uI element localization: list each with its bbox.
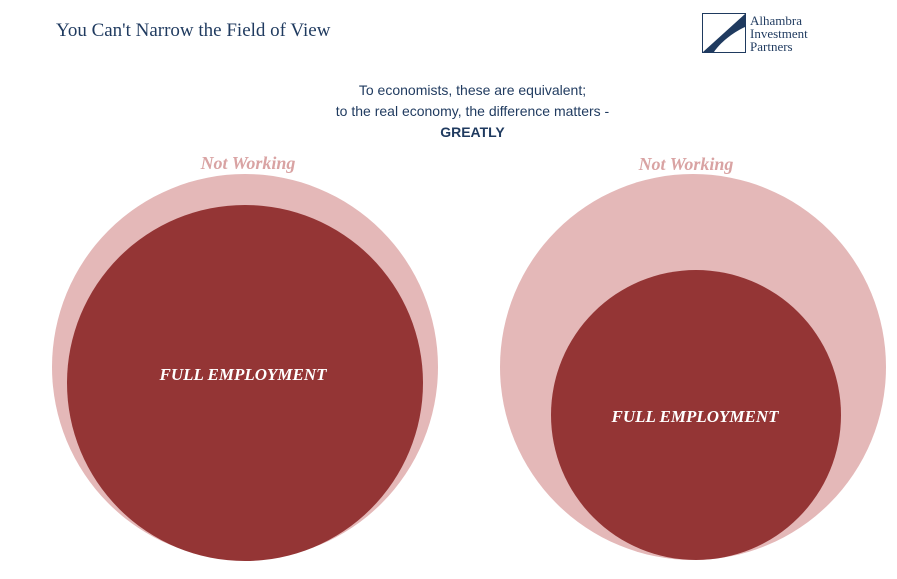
inner-label-left: FULL EMPLOYMENT [158, 365, 327, 384]
outer-label-right: Not Working [638, 154, 734, 174]
page-title: You Can't Narrow the Field of View [56, 20, 331, 41]
subtitle: To economists, these are equivalent; to … [0, 80, 897, 143]
logo-text: Alhambra Investment Partners [750, 14, 808, 53]
inner-label-right: FULL EMPLOYMENT [610, 407, 779, 426]
inner-circle-right [551, 270, 841, 560]
subtitle-line-1: To economists, these are equivalent; [358, 82, 587, 98]
outer-label-left: Not Working [200, 153, 296, 173]
logo-line-1: Alhambra [750, 13, 802, 28]
subtitle-emphasis: GREATLY [440, 124, 505, 140]
diagram-right: Not Working FULL EMPLOYMENT [500, 154, 886, 560]
logo-mark-icon [702, 13, 746, 53]
inner-circle-left [67, 205, 423, 561]
subtitle-line-2: to the real economy, the difference matt… [335, 103, 610, 119]
logo-line-3: Partners [750, 39, 793, 54]
logo: Alhambra Investment Partners [702, 13, 832, 53]
logo-line-2: Investment [750, 26, 808, 41]
diagram-left: Not Working FULL EMPLOYMENT [52, 153, 438, 561]
